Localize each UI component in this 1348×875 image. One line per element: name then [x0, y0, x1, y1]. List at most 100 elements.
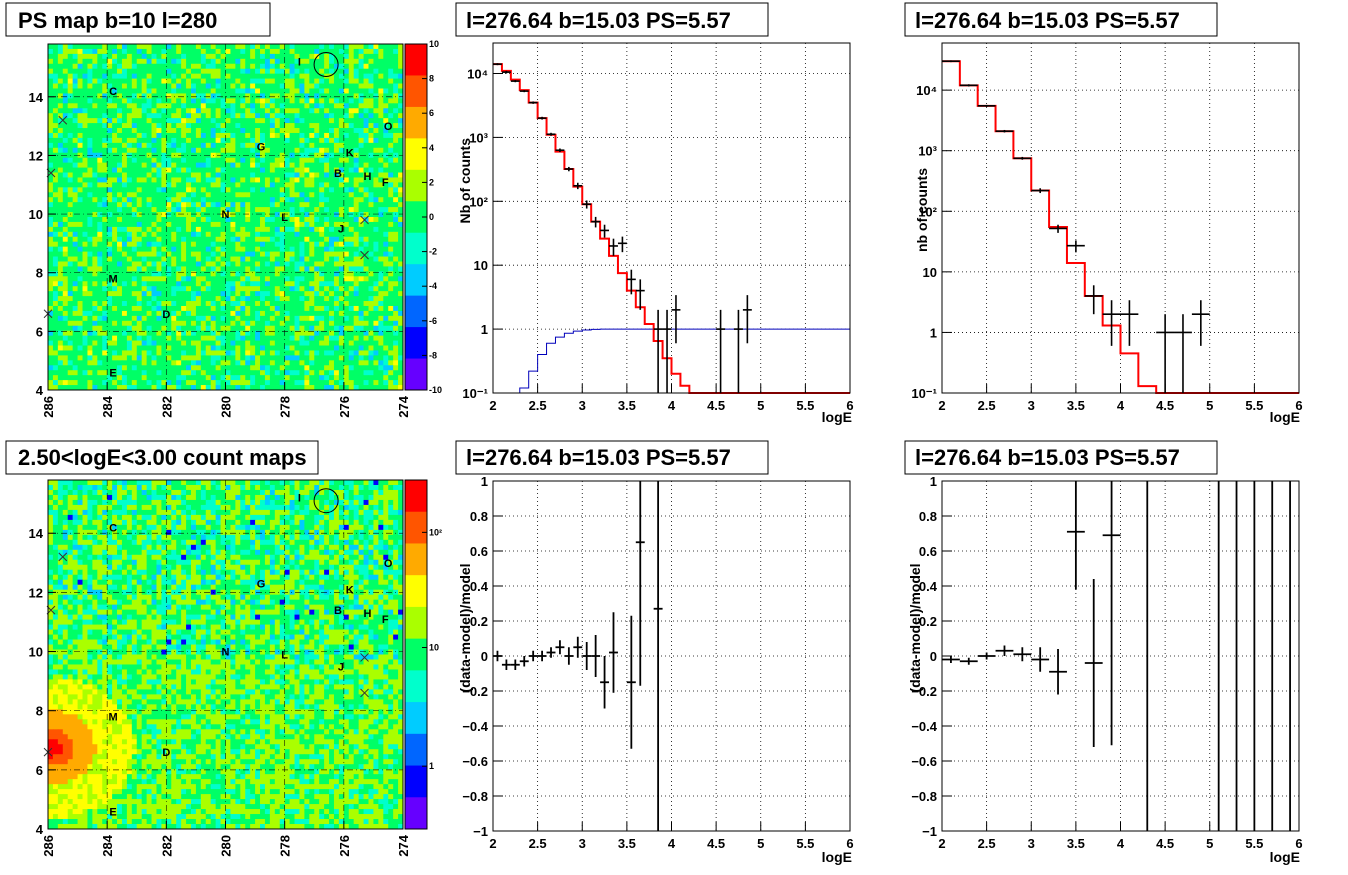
heatmap-cell	[102, 177, 108, 183]
heatmap-cell	[200, 281, 207, 287]
heatmap-cell	[171, 147, 177, 154]
heatmap-cell	[166, 182, 172, 188]
heatmap-cell	[250, 286, 256, 292]
heatmap-cell	[393, 276, 399, 282]
heatmap-cell	[52, 128, 59, 134]
heatmap-cell	[181, 68, 187, 75]
heatmap-cell	[358, 281, 364, 287]
heatmap-cell	[225, 370, 231, 376]
heatmap-cell	[62, 63, 69, 70]
heatmap-cell	[141, 301, 148, 307]
heatmap-cell	[294, 172, 300, 178]
heatmap-cell	[121, 167, 128, 173]
heatmap-cell	[131, 301, 138, 307]
heatmap-cell	[82, 305, 88, 312]
heatmap-cell	[77, 73, 83, 79]
heatmap-cell	[299, 202, 305, 208]
heatmap-cell	[269, 142, 276, 149]
heatmap-cell	[112, 147, 118, 154]
heatmap-cell	[333, 315, 340, 322]
heatmap-cell	[48, 380, 54, 386]
heatmap-cell	[338, 305, 345, 312]
heatmap-cell	[398, 305, 403, 312]
heatmap-cell	[166, 370, 172, 376]
heatmap-cell	[97, 291, 103, 297]
heatmap-cell	[279, 147, 286, 154]
heatmap-cell	[215, 128, 221, 134]
heatmap-cell	[166, 103, 172, 109]
heatmap-cell	[388, 147, 394, 154]
heatmap-cell	[190, 202, 197, 208]
heatmap-cell	[378, 207, 384, 213]
heatmap-cell	[131, 310, 138, 317]
heatmap-cell	[235, 177, 241, 183]
heatmap-cell	[250, 217, 256, 223]
heatmap-cell	[156, 305, 162, 312]
heatmap-cell	[314, 48, 320, 55]
heatmap-cell	[329, 241, 335, 248]
heatmap-cell	[166, 132, 172, 139]
heatmap-cell	[102, 192, 108, 198]
heatmap-cell	[57, 98, 64, 104]
heatmap-cell	[151, 142, 157, 149]
heatmap-cell	[200, 325, 207, 332]
heatmap-cell	[77, 296, 83, 302]
heatmap-cell	[146, 123, 152, 129]
heatmap-cell	[67, 370, 74, 376]
heatmap-cell	[274, 360, 281, 366]
heatmap-cell	[97, 44, 103, 50]
heatmap-cell	[48, 315, 54, 322]
heatmap-cell	[215, 123, 221, 129]
heatmap-cell	[329, 162, 335, 168]
heatmap-cell	[264, 152, 271, 159]
heatmap-cell	[146, 291, 152, 297]
heatmap-cell	[343, 291, 350, 297]
heatmap-cell	[269, 177, 276, 183]
heatmap-cell	[269, 108, 276, 114]
heatmap-cell	[230, 137, 236, 144]
heatmap-cell	[77, 305, 83, 312]
heatmap-cell	[338, 157, 345, 164]
heatmap-cell	[299, 113, 305, 119]
heatmap-cell	[260, 380, 266, 386]
heatmap-cell	[255, 365, 261, 371]
heatmap-cell	[393, 217, 399, 223]
heatmap-cell	[141, 132, 148, 139]
heatmap-cell	[250, 296, 256, 302]
heatmap-cell	[230, 93, 236, 99]
heatmap-cell	[220, 286, 226, 292]
heatmap-cell	[333, 63, 340, 70]
heatmap-cell	[289, 320, 295, 327]
heatmap-cell	[52, 226, 59, 233]
heatmap-cell	[141, 350, 148, 356]
heatmap-cell	[112, 305, 118, 312]
heatmap-cell	[358, 380, 364, 386]
heatmap-cell	[102, 207, 108, 213]
heatmap-cell	[156, 88, 162, 94]
heatmap-cell	[338, 261, 345, 267]
heatmap-cell	[235, 236, 241, 243]
heatmap-cell	[48, 73, 54, 79]
heatmap-cell	[62, 142, 69, 149]
heatmap-cell	[151, 370, 157, 376]
heatmap-cell	[171, 118, 177, 124]
heatmap-cell	[289, 113, 295, 119]
heatmap-cell	[393, 286, 399, 292]
heatmap-cell	[378, 98, 384, 104]
heatmap-cell	[274, 380, 281, 386]
heatmap-cell	[195, 68, 202, 75]
heatmap-cell	[102, 350, 108, 356]
heatmap-cell	[393, 93, 399, 99]
heatmap-cell	[156, 365, 162, 371]
heatmap-cell	[136, 187, 143, 193]
heatmap-cell	[107, 375, 113, 381]
heatmap-cell	[338, 301, 345, 307]
heatmap-cell	[338, 291, 345, 297]
heatmap-cell	[269, 68, 276, 75]
heatmap-cell	[107, 157, 113, 164]
heatmap-cell	[121, 286, 128, 292]
heatmap-cell	[166, 296, 172, 302]
heatmap-cell	[314, 310, 320, 317]
heatmap-cell	[329, 103, 335, 109]
